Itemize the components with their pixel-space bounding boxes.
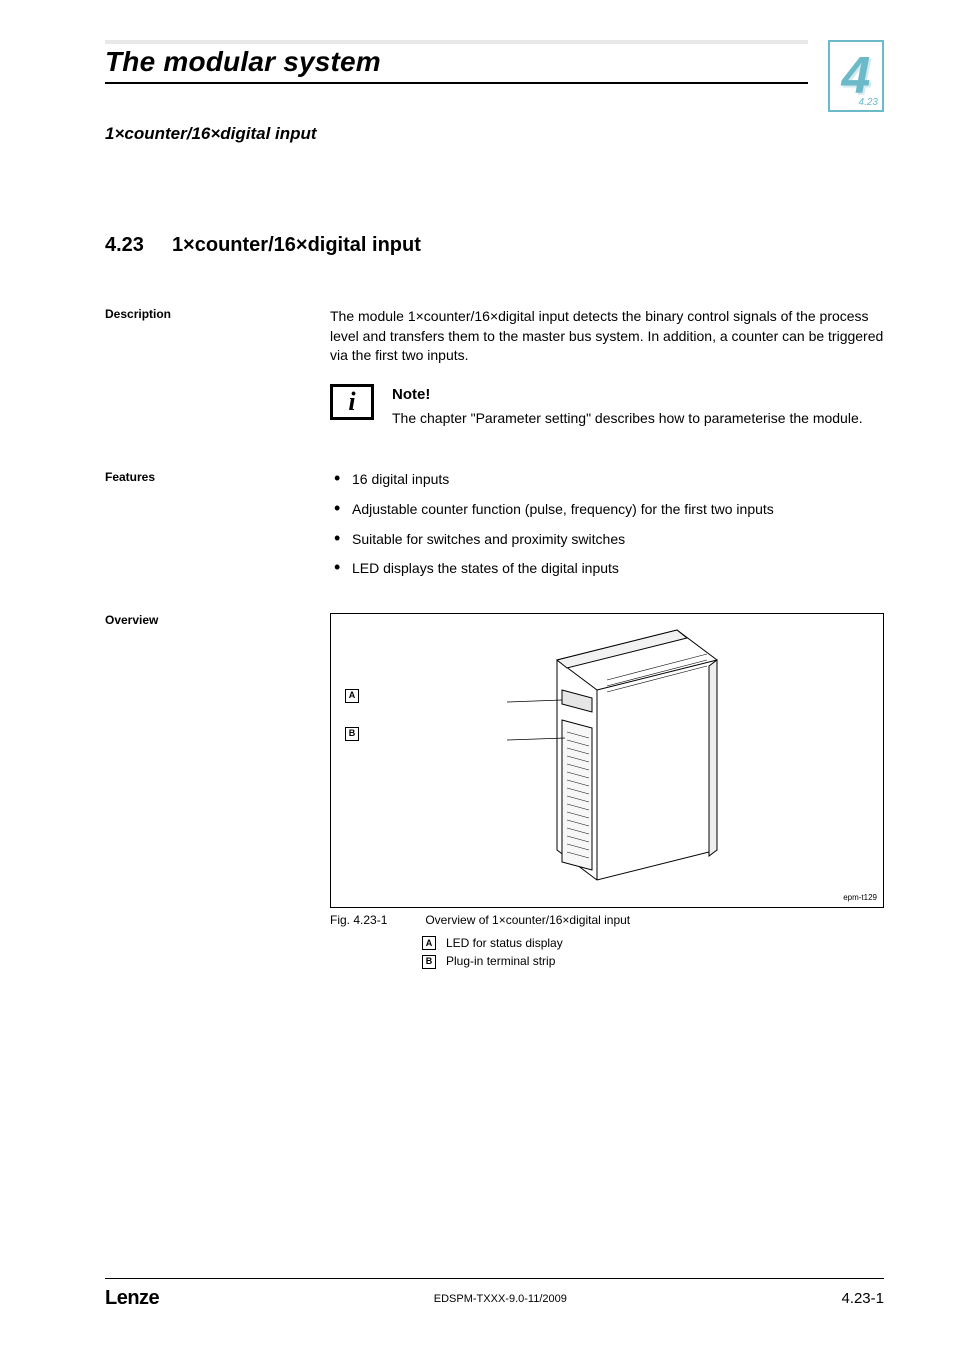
note-text: The chapter "Parameter setting" describe… xyxy=(392,409,863,429)
chapter-number: 4 xyxy=(842,50,871,102)
callout-b: B xyxy=(345,727,359,741)
figure-caption: Overview of 1×counter/16×digital input xyxy=(425,913,630,927)
description-text: The module 1×counter/16×digital input de… xyxy=(330,307,884,366)
feature-item: Suitable for switches and proximity swit… xyxy=(330,530,884,550)
feature-item: Adjustable counter function (pulse, freq… xyxy=(330,500,884,520)
figure-frame: A B xyxy=(330,613,884,908)
legend-text-b: Plug-in terminal strip xyxy=(446,953,555,970)
footer-page-number: 4.23-1 xyxy=(841,1290,884,1307)
footer-brand: Lenze xyxy=(105,1287,159,1310)
feature-item: 16 digital inputs xyxy=(330,470,884,490)
callout-a: A xyxy=(345,689,359,703)
section-title: 1×counter/16×digital input xyxy=(172,234,421,257)
note-title: Note! xyxy=(392,384,863,405)
features-list: 16 digital inputs Adjustable counter fun… xyxy=(330,470,884,578)
section-number: 4.23 xyxy=(105,234,144,257)
figure-number: Fig. 4.23-1 xyxy=(330,912,422,929)
legend-text-a: LED for status display xyxy=(446,935,563,952)
features-label: Features xyxy=(105,470,330,588)
legend-letter-b: B xyxy=(422,955,436,969)
footer-doc-id: EDSPM-TXXX-9.0-11/2009 xyxy=(434,1293,567,1305)
chapter-sub-number: 4.23 xyxy=(859,97,878,108)
page-header-title: The modular system xyxy=(105,46,808,84)
overview-label: Overview xyxy=(105,613,330,972)
feature-item: LED displays the states of the digital i… xyxy=(330,559,884,579)
info-icon: i xyxy=(330,384,374,420)
module-diagram xyxy=(477,620,737,900)
legend-letter-a: A xyxy=(422,936,436,950)
chapter-indicator: 4 4.23 xyxy=(828,40,884,112)
page-header-subtitle: 1×counter/16×digital input xyxy=(105,124,884,144)
figure-code: epm-t129 xyxy=(843,892,877,903)
info-icon-glyph: i xyxy=(348,389,355,415)
description-label: Description xyxy=(105,307,330,446)
